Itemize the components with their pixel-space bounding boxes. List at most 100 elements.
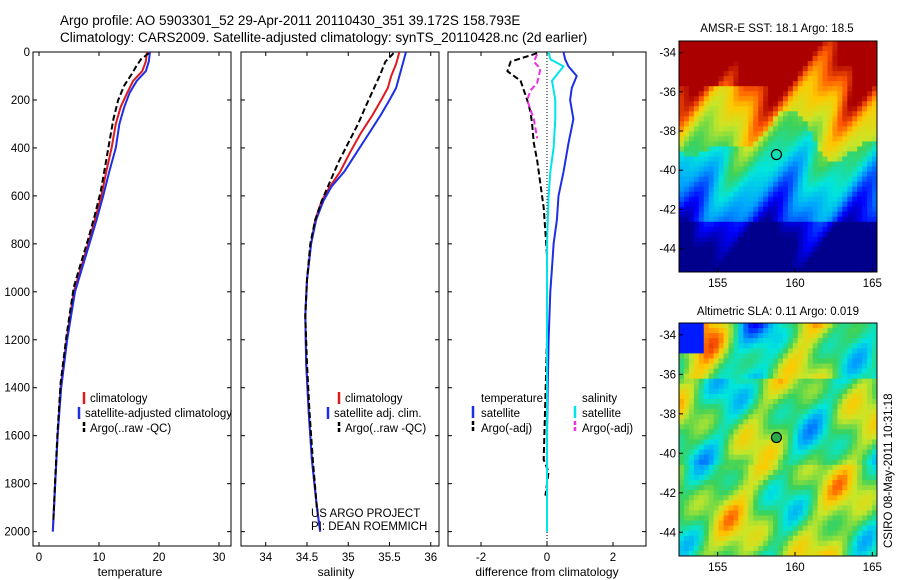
- heatmap-cell: [802, 256, 809, 263]
- heatmap-cell: [758, 505, 764, 512]
- heatmap-cell: [708, 86, 715, 92]
- heatmap-cell: [738, 510, 744, 517]
- heatmap-cell: [778, 520, 784, 527]
- heatmap-cell: [827, 414, 834, 420]
- heatmap-cell: [857, 404, 863, 410]
- heatmap-cell: [743, 439, 749, 446]
- heatmap-cell: [698, 439, 705, 446]
- heatmap-cell: [792, 444, 799, 451]
- heatmap-cell: [837, 81, 843, 87]
- heatmap-cell: [872, 56, 877, 62]
- heatmap-cell: [782, 101, 789, 107]
- heatmap-cell: [753, 156, 759, 163]
- heatmap-cell: [748, 91, 754, 97]
- heatmap-cell: [708, 444, 715, 451]
- heatmap-cell: [812, 256, 819, 263]
- heatmap-cell: [832, 469, 838, 476]
- heatmap-cell: [763, 328, 769, 334]
- heatmap-cell: [728, 266, 735, 272]
- heatmap-cell: [748, 61, 754, 67]
- heatmap-cell: [733, 231, 739, 238]
- heatmap-cell: [797, 141, 804, 148]
- heatmap-cell: [792, 333, 799, 339]
- heatmap-cell: [713, 490, 720, 496]
- heatmap-cell: [763, 191, 769, 198]
- heatmap-cell: [738, 131, 744, 138]
- heatmap-cell: [753, 261, 759, 268]
- heatmap-cell: [802, 373, 809, 380]
- heatmap-cell: [827, 500, 834, 506]
- heatmap-cell: [827, 333, 834, 339]
- heatmap-cell: [787, 251, 794, 258]
- heatmap-cell: [807, 398, 814, 405]
- heatmap-cell: [679, 56, 685, 62]
- heatmap-cell: [728, 141, 735, 148]
- heatmap-cell: [812, 231, 819, 238]
- heatmap-cell: [703, 439, 710, 446]
- heatmap-cell: [817, 505, 824, 512]
- heatmap-cell: [738, 343, 744, 349]
- heatmap-cell: [773, 241, 779, 248]
- heatmap-cell: [807, 434, 814, 441]
- heatmap-cell: [768, 378, 774, 385]
- heatmap-cell: [802, 348, 809, 354]
- heatmap-cell: [763, 236, 769, 243]
- heatmap-cell: [718, 126, 725, 132]
- heatmap-cell: [698, 246, 705, 253]
- heatmap-cell: [787, 241, 794, 248]
- heatmap-cell: [723, 404, 730, 410]
- heatmap-cell: [743, 363, 749, 370]
- heatmap-cell: [753, 86, 759, 92]
- heatmap-cell: [708, 181, 715, 188]
- heatmap-cell: [802, 206, 809, 213]
- heatmap-cell: [862, 464, 868, 471]
- heatmap-cell: [738, 106, 744, 112]
- heatmap-cell: [708, 231, 715, 238]
- heatmap-cell: [763, 480, 769, 486]
- heatmap-cell: [708, 156, 715, 163]
- heatmap-cell: [713, 409, 720, 415]
- heatmap-cell: [847, 46, 853, 52]
- heatmap-cell: [822, 151, 829, 158]
- heatmap-cell: [832, 121, 838, 127]
- heatmap-cell: [743, 510, 749, 517]
- heatmap-cell: [743, 459, 749, 466]
- heatmap-cell: [748, 226, 754, 233]
- heatmap-cell: [832, 166, 838, 173]
- heatmap-cell: [787, 388, 794, 395]
- heatmap-cell: [679, 505, 685, 512]
- lat-tick-label: -34: [659, 48, 676, 60]
- heatmap-cell: [768, 266, 774, 272]
- heatmap-cell: [748, 338, 754, 344]
- heatmap-cell: [773, 41, 779, 47]
- heatmap-cell: [837, 540, 843, 547]
- heatmap-cell: [807, 404, 814, 410]
- heatmap-cell: [778, 495, 784, 501]
- heatmap-cell: [792, 343, 799, 349]
- heatmap-cell: [733, 525, 739, 532]
- heatmap-cell: [852, 495, 858, 501]
- heatmap-cell: [862, 515, 868, 522]
- heatmap-cell: [778, 171, 784, 178]
- heatmap-cell: [797, 161, 804, 168]
- heatmap-cell: [683, 151, 690, 158]
- heatmap-cell: [847, 510, 853, 517]
- heatmap-cell: [683, 101, 690, 107]
- heatmap-cell: [718, 76, 725, 82]
- heatmap-cell: [738, 146, 744, 153]
- heatmap-cell: [728, 86, 735, 92]
- heatmap-cell: [679, 535, 685, 542]
- heatmap-cell: [688, 191, 695, 198]
- heatmap-cell: [768, 520, 774, 527]
- heatmap-cell: [842, 171, 848, 178]
- heatmap-cell: [683, 96, 690, 102]
- heatmap-cell: [723, 373, 730, 380]
- heatmap-cell: [847, 186, 853, 193]
- heatmap-cell: [708, 353, 715, 360]
- heatmap-cell: [768, 424, 774, 430]
- heatmap-cell: [758, 146, 764, 153]
- heatmap-cell: [768, 388, 774, 395]
- heatmap-cell: [817, 61, 824, 67]
- heatmap-cell: [688, 206, 695, 213]
- heatmap-cell: [703, 378, 710, 385]
